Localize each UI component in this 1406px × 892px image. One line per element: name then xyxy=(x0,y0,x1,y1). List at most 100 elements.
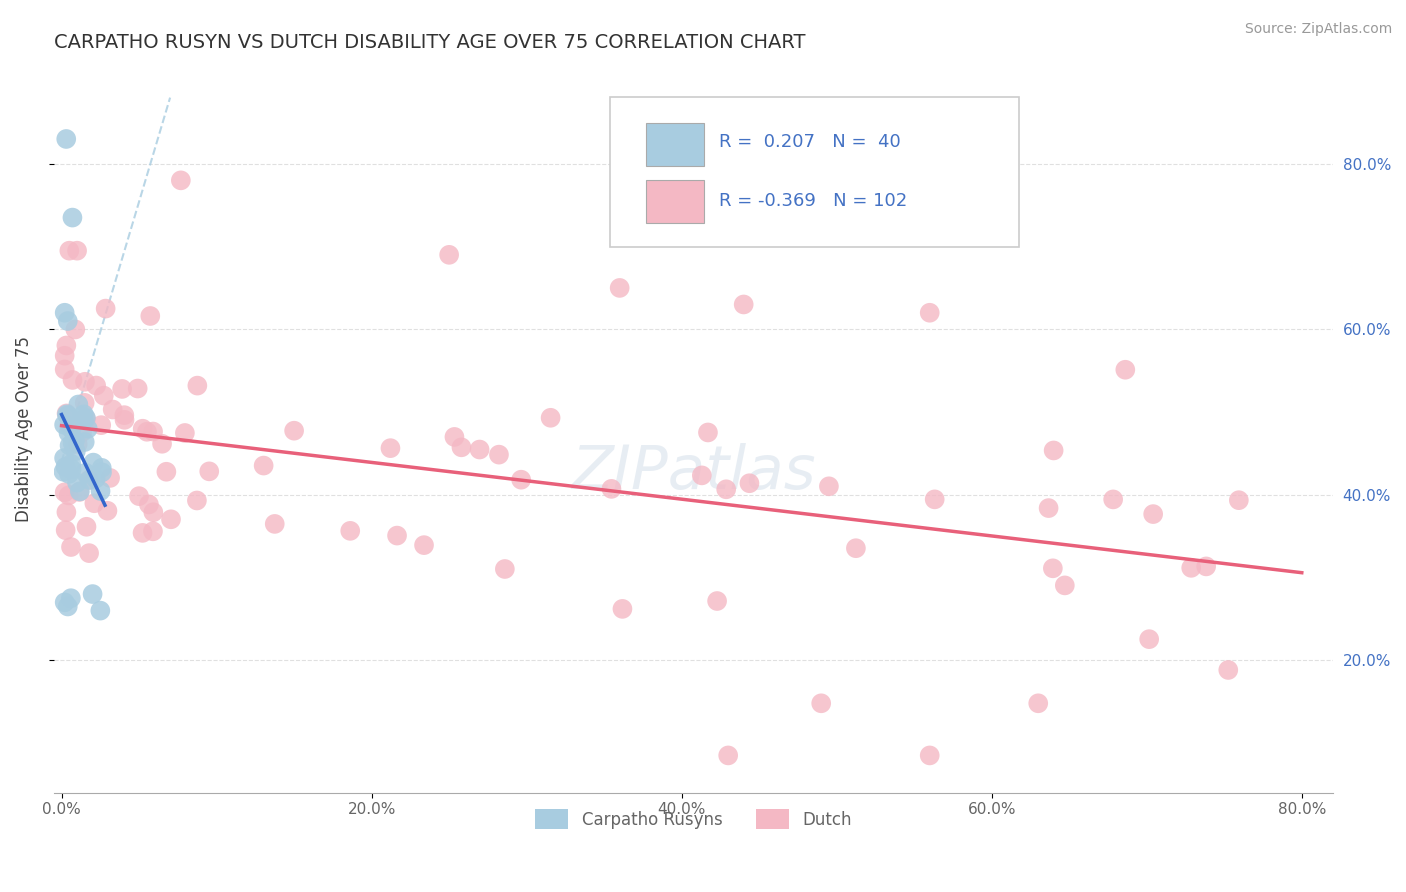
Point xyxy=(142,425,165,439)
Point xyxy=(62,211,84,225)
Text: ZIPatlas: ZIPatlas xyxy=(571,442,815,502)
Point xyxy=(76,520,98,534)
Point xyxy=(918,306,941,320)
Point xyxy=(918,748,941,763)
Point xyxy=(75,410,97,425)
Point xyxy=(66,475,89,490)
Point xyxy=(77,546,100,560)
Point xyxy=(155,465,177,479)
Point xyxy=(1038,501,1060,516)
Point xyxy=(198,464,221,478)
Point xyxy=(94,301,117,316)
Point xyxy=(1042,561,1064,575)
Text: R = -0.369   N = 102: R = -0.369 N = 102 xyxy=(718,192,907,210)
Point xyxy=(93,389,115,403)
Point xyxy=(55,338,77,352)
Point xyxy=(66,437,89,451)
Point xyxy=(96,504,118,518)
Point xyxy=(128,489,150,503)
Point xyxy=(53,417,76,432)
Point xyxy=(1137,632,1160,647)
Point xyxy=(98,471,121,485)
Point xyxy=(84,472,107,486)
Point xyxy=(1227,493,1250,508)
Point xyxy=(58,410,80,425)
Point xyxy=(75,466,97,480)
Point xyxy=(73,434,96,449)
Point xyxy=(91,466,114,480)
Point xyxy=(924,492,946,507)
Point xyxy=(690,468,713,483)
Point xyxy=(53,485,76,500)
Point xyxy=(73,407,96,421)
FancyBboxPatch shape xyxy=(645,123,703,167)
Point xyxy=(56,407,79,421)
Point xyxy=(70,409,93,424)
Point xyxy=(170,173,193,187)
Point xyxy=(600,482,623,496)
Point xyxy=(1026,696,1049,710)
Point xyxy=(101,402,124,417)
Point xyxy=(150,436,173,450)
Point xyxy=(253,458,276,473)
Point xyxy=(58,244,80,258)
Point xyxy=(60,462,83,476)
Point xyxy=(59,591,82,606)
Point xyxy=(90,483,112,498)
Point xyxy=(90,461,112,475)
Point xyxy=(845,541,868,556)
Point xyxy=(83,496,105,510)
Point xyxy=(1114,363,1136,377)
Point xyxy=(437,248,460,262)
Point xyxy=(53,362,76,376)
Point xyxy=(612,602,634,616)
Point xyxy=(706,594,728,608)
Text: CARPATHO RUSYN VS DUTCH DISABILITY AGE OVER 75 CORRELATION CHART: CARPATHO RUSYN VS DUTCH DISABILITY AGE O… xyxy=(53,33,806,52)
Point xyxy=(84,378,107,392)
Point xyxy=(53,349,76,363)
Point xyxy=(58,488,80,502)
Point xyxy=(82,587,104,601)
Point xyxy=(131,422,153,436)
Point xyxy=(56,409,79,423)
Point xyxy=(58,425,80,440)
Point xyxy=(488,448,510,462)
Point xyxy=(1042,443,1064,458)
Point xyxy=(76,422,98,436)
Point xyxy=(468,442,491,457)
Point xyxy=(1218,663,1240,677)
Point xyxy=(90,418,112,433)
Point xyxy=(186,493,208,508)
Point xyxy=(136,425,159,439)
FancyBboxPatch shape xyxy=(645,179,703,223)
Point xyxy=(77,473,100,487)
Point xyxy=(114,413,136,427)
Point xyxy=(69,484,91,499)
Legend: Carpatho Rusyns, Dutch: Carpatho Rusyns, Dutch xyxy=(529,803,859,835)
Point xyxy=(174,425,197,440)
Point xyxy=(75,412,97,426)
Point xyxy=(73,413,96,427)
Point xyxy=(52,465,75,479)
Point xyxy=(138,498,160,512)
Y-axis label: Disability Age Over 75: Disability Age Over 75 xyxy=(15,335,32,522)
Point xyxy=(714,483,737,497)
Point xyxy=(60,422,83,436)
Point xyxy=(1142,507,1164,521)
Point xyxy=(60,540,83,554)
Point xyxy=(127,382,149,396)
Point xyxy=(1053,578,1076,592)
Point xyxy=(1180,561,1202,575)
Point xyxy=(67,485,90,500)
Point xyxy=(58,417,80,432)
Point xyxy=(738,476,761,491)
Text: R =  0.207   N =  40: R = 0.207 N = 40 xyxy=(718,134,901,152)
Point xyxy=(810,696,832,710)
Point xyxy=(443,430,465,444)
Point xyxy=(65,444,87,458)
Point xyxy=(70,425,93,440)
Point xyxy=(55,132,77,146)
Point xyxy=(818,479,841,493)
Point xyxy=(385,528,408,542)
Point xyxy=(55,505,77,519)
